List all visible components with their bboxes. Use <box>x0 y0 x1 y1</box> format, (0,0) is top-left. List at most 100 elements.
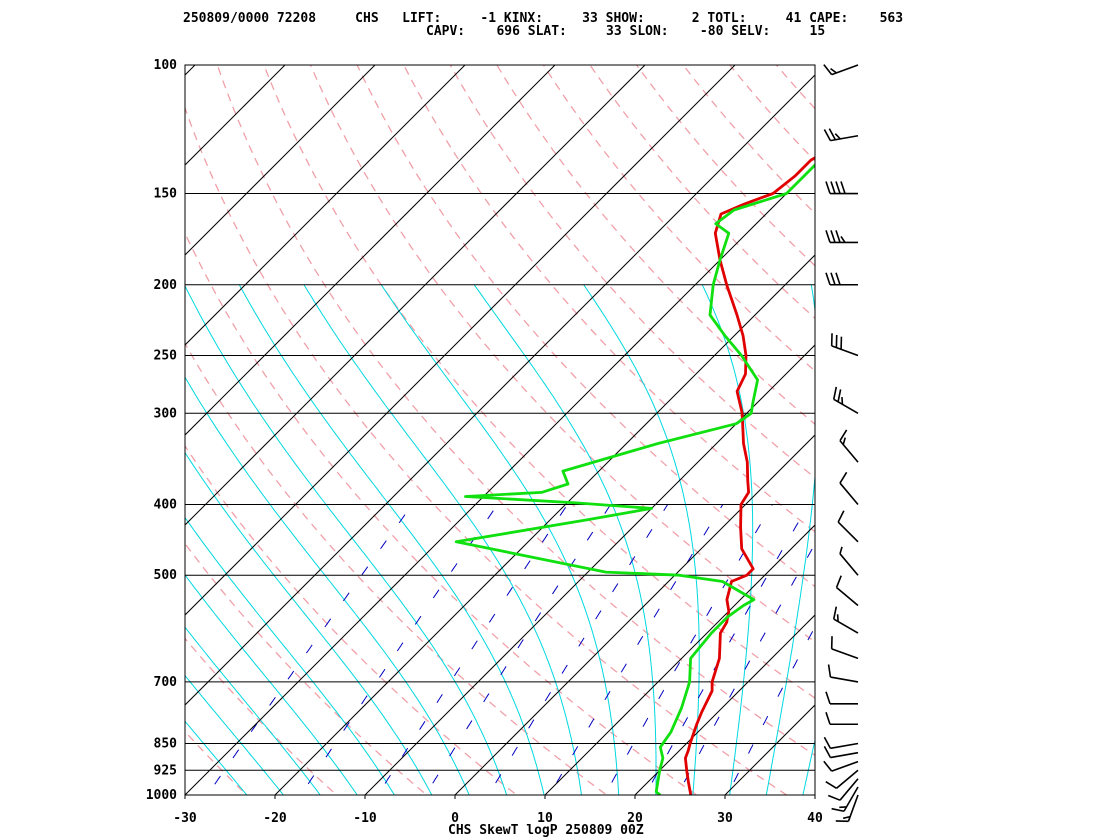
temperature-tick-label: 20 <box>627 811 643 826</box>
temperature-axis: -30 -20 -10 0 10 20 30 40 <box>173 795 823 826</box>
dry-adiabat <box>496 65 815 425</box>
dry-adiabat <box>775 65 815 110</box>
temperature-tick-label: 30 <box>717 811 733 826</box>
dry-adiabat <box>356 65 815 588</box>
wind-barb-shaft <box>830 751 859 759</box>
moist-adiabat <box>380 284 620 795</box>
moist-adiabat <box>185 674 285 795</box>
wind-barb-shaft <box>837 521 859 543</box>
wind-barb-flag <box>835 272 841 286</box>
pressure-tick-label: 925 <box>154 763 177 778</box>
moist-adiabat <box>185 574 358 795</box>
isotherm <box>185 65 736 616</box>
moist-adiabat <box>303 284 583 795</box>
wind-barb-flag <box>830 272 836 286</box>
dry-adiabat <box>185 106 788 795</box>
temperature-tick-label: -20 <box>263 811 287 826</box>
wind-barb-shaft <box>831 648 859 660</box>
moist-adiabat <box>185 284 508 795</box>
isotherm <box>364 344 815 795</box>
temperature-tick-label: -10 <box>353 811 377 826</box>
dry-adiabat <box>185 637 338 795</box>
background-grid <box>0 49 1120 811</box>
dry-adiabat <box>449 65 815 479</box>
moist-adiabat <box>185 451 433 795</box>
isotherm <box>185 65 376 256</box>
wind-barb-flag <box>827 794 841 801</box>
wind-barbs <box>823 64 859 823</box>
sounding-profiles <box>454 156 815 795</box>
wind-barb-flag <box>830 67 837 74</box>
dry-adiabat <box>185 542 428 795</box>
wind-barb-shaft <box>830 676 859 683</box>
isotherm <box>185 65 286 166</box>
dry-adiabat <box>809 49 1120 811</box>
mixing-ratio-line <box>300 504 499 795</box>
wind-barb-flag <box>823 746 832 758</box>
wind-barb-shaft <box>839 553 859 576</box>
wind-barb-flag <box>842 815 851 820</box>
pressure-tick-label: 500 <box>154 568 178 583</box>
wind-barb-flag <box>839 546 843 555</box>
wind-barb-flag <box>830 230 836 243</box>
wind-barb-flag <box>835 575 842 588</box>
temperature-tick-label: 10 <box>537 811 553 826</box>
mixing-ratio-line <box>424 504 612 795</box>
pressure-tick-label: 150 <box>154 187 178 202</box>
isotherm <box>185 65 646 526</box>
wind-barb-flag <box>823 736 832 749</box>
dry-adiabat <box>901 49 1120 811</box>
dry-adiabat <box>855 49 1120 811</box>
moist-adiabat <box>765 284 815 795</box>
mixing-ratio-line <box>549 504 724 795</box>
wind-barb-shaft <box>836 586 859 607</box>
moist-adiabat <box>185 516 395 795</box>
isotherm <box>454 434 815 795</box>
wind-barb-flag <box>842 437 847 445</box>
wind-barb-flag <box>825 712 831 725</box>
dry-adiabat <box>185 730 248 795</box>
wind-barb-flag <box>840 181 846 194</box>
wind-barb-flag <box>823 129 832 141</box>
temperature-tick-label: 40 <box>807 811 823 826</box>
wind-barb-flag <box>830 181 836 194</box>
isotherm <box>185 65 196 76</box>
dry-adiabat <box>946 49 1120 811</box>
wind-barb-shaft <box>839 778 859 801</box>
dry-adiabat <box>185 231 698 795</box>
header-line-1: 250809/0000 72208 CHS LIFT: -1 KINX: 33 … <box>183 11 903 26</box>
mixing-ratio-line <box>604 504 773 795</box>
wind-barb-flag <box>839 471 848 484</box>
temperature-tick-label: -30 <box>173 811 197 826</box>
mixing-ratio-line <box>206 504 413 795</box>
wind-barb-flag <box>831 807 845 813</box>
header-line-2: CAPV: 696 SLAT: 33 SLON: -80 SELV: 15 <box>426 24 825 39</box>
isotherm <box>0 49 31 811</box>
wind-barb-flag <box>832 606 838 620</box>
plot-frame <box>184 64 816 796</box>
wind-barb-flag <box>835 230 841 243</box>
isotherm <box>544 524 815 795</box>
isotherm <box>185 65 556 436</box>
wind-barb-shaft <box>836 769 859 789</box>
dewpoint-line <box>454 163 815 795</box>
dry-adiabat <box>682 65 815 215</box>
wind-barb-flag <box>832 386 838 400</box>
wind-barb-shaft <box>839 482 859 506</box>
moist-adiabat <box>185 626 321 795</box>
wind-barb-flag <box>825 181 831 194</box>
wind-barb-flag <box>835 181 841 194</box>
moist-adiabat <box>185 720 248 795</box>
wind-barb-flag <box>837 510 845 523</box>
isotherm <box>185 65 466 346</box>
mixing-ratio-line <box>377 504 568 795</box>
mixing-ratio-line <box>487 504 669 795</box>
isotherm <box>274 254 815 795</box>
isotherm <box>185 74 815 706</box>
moist-adiabat <box>701 284 754 795</box>
mixing-ratio-line <box>644 504 810 795</box>
wind-barb-flag <box>823 64 833 76</box>
pressure-tick-label: 200 <box>154 278 178 293</box>
isotherm <box>814 794 815 795</box>
